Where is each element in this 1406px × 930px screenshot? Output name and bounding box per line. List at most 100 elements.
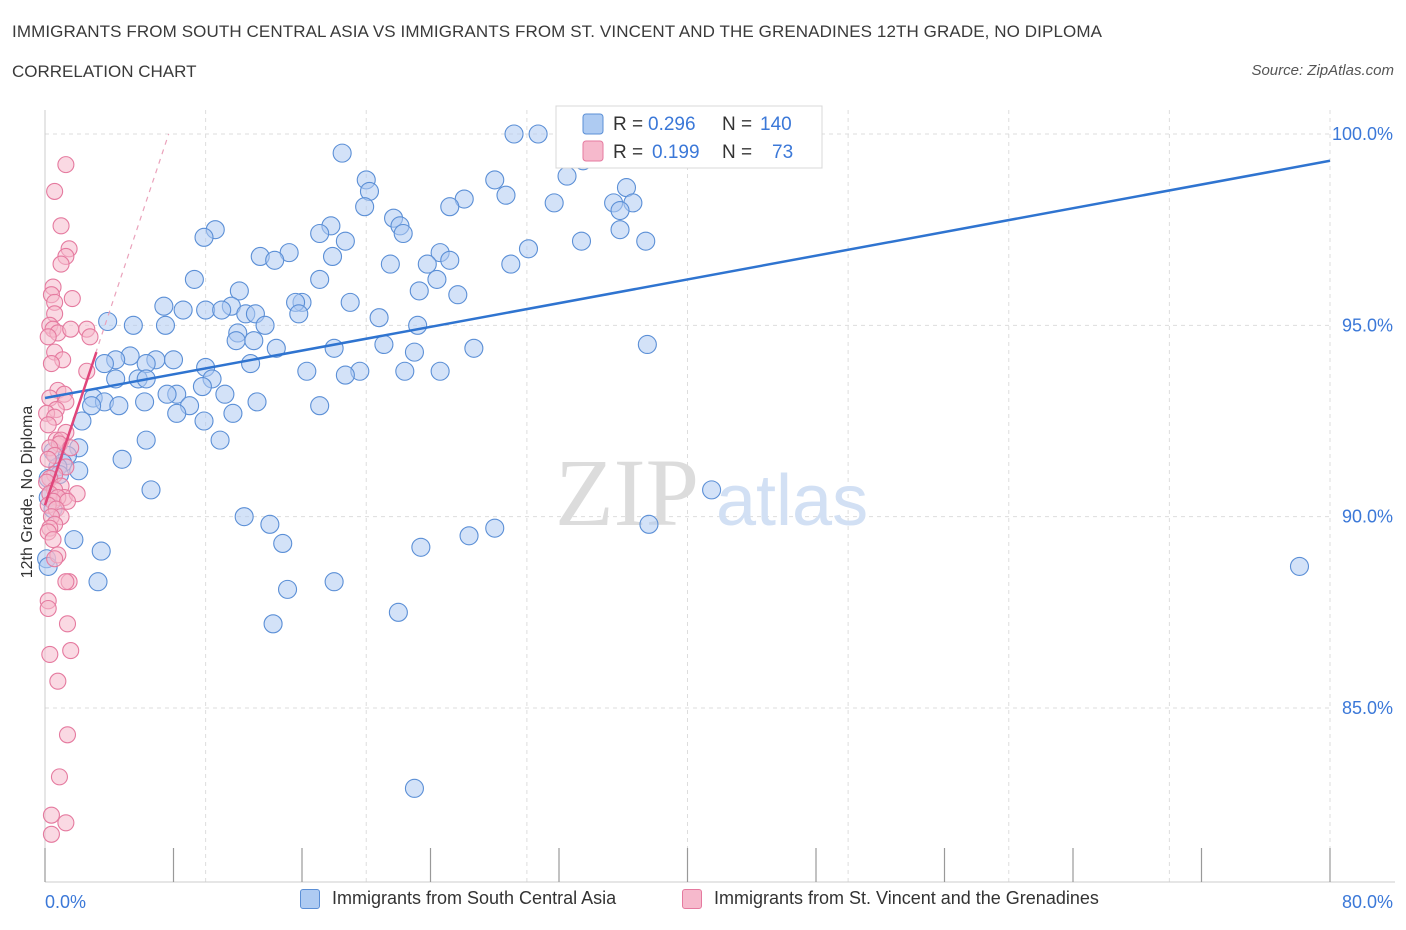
bottom-legend-item-2: Immigrants from St. Vincent and the Gren… — [682, 888, 1099, 909]
pink-point — [58, 615, 77, 633]
pink-point — [41, 645, 59, 663]
blue-point — [223, 403, 243, 423]
pink-point — [50, 768, 69, 786]
blue-point — [610, 220, 630, 240]
pink-point — [62, 320, 80, 338]
blue-point — [91, 541, 111, 561]
blue-point — [380, 254, 400, 274]
blue-point — [355, 197, 375, 217]
legend-n-label-2: N = — [722, 142, 752, 163]
pink-point — [42, 806, 60, 824]
blue-point — [141, 480, 161, 500]
blue-point — [485, 518, 505, 538]
blue-point — [247, 392, 267, 412]
blue-point — [324, 338, 344, 358]
blue-point — [430, 361, 450, 381]
blue-point — [123, 315, 143, 335]
legend-r-value-2: 0.199 — [652, 142, 700, 163]
blue-point — [64, 530, 84, 550]
blue-trend-line — [44, 159, 1331, 400]
blue-point — [544, 193, 564, 213]
legend-r-value-1: 0.296 — [648, 114, 696, 135]
pink-point — [42, 355, 60, 373]
pink-point — [42, 825, 60, 843]
bottom-legend-label-2: Immigrants from St. Vincent and the Gren… — [714, 888, 1099, 908]
blue-point — [194, 227, 214, 247]
blue-point — [571, 231, 592, 251]
blue-point — [411, 537, 431, 557]
blue-point — [167, 403, 187, 423]
blue-point — [229, 281, 249, 301]
blue-point — [501, 254, 521, 274]
chart-title: IMMIGRANTS FROM SOUTH CENTRAL ASIA VS IM… — [12, 22, 1103, 41]
blue-point — [459, 526, 479, 546]
blue-point — [310, 223, 330, 244]
blue-point — [255, 315, 275, 335]
legend-r-label-2: R = — [613, 142, 643, 163]
blue-point — [155, 315, 176, 335]
blue-point — [241, 354, 261, 374]
legend-swatch-blue — [582, 113, 604, 135]
blue-point — [639, 514, 659, 534]
blue-point — [244, 331, 264, 351]
blue-point — [226, 331, 246, 351]
blue-point — [82, 396, 102, 416]
blue-point — [192, 377, 212, 397]
blue-point — [340, 292, 360, 312]
blue-point — [210, 430, 230, 450]
pink-point — [46, 182, 64, 200]
blue-point — [1289, 556, 1310, 576]
blue-point — [636, 231, 656, 251]
blue-point — [496, 185, 516, 205]
blue-point — [409, 281, 429, 301]
blue-point — [194, 411, 214, 431]
pink-point — [57, 814, 75, 832]
blue-point — [518, 239, 539, 259]
axis-layer: 100.0% 95.0% 90.0% 85.0% 0.0% 80.0% — [44, 110, 1395, 912]
pink-point — [62, 642, 80, 660]
blue-point — [310, 269, 330, 289]
blue-point — [289, 304, 309, 324]
trend-layer — [43, 133, 1331, 506]
blue-point — [404, 342, 424, 362]
blue-point — [464, 338, 484, 358]
legend-swatch-pink-bottom — [682, 888, 702, 909]
blue-point — [417, 254, 437, 274]
blue-point — [157, 384, 177, 404]
blue-point — [136, 430, 156, 450]
blue-point — [273, 533, 293, 554]
bottom-legend: Immigrants from South Central Asia Immig… — [0, 888, 1406, 918]
blue-point — [404, 778, 424, 798]
blue-point — [88, 572, 108, 592]
x-tick-label-min: 0.0% — [45, 892, 86, 912]
blue-point — [297, 361, 317, 381]
blue-point — [173, 300, 193, 320]
pink-point — [39, 328, 57, 346]
blue-point — [335, 231, 355, 251]
blue-point — [112, 449, 132, 469]
blue-point — [440, 250, 460, 270]
blue-point — [94, 354, 114, 374]
pink-point — [49, 672, 67, 690]
blue-point — [485, 170, 505, 190]
blue-point — [637, 334, 657, 355]
blue-point — [395, 361, 415, 381]
blue-point — [528, 124, 548, 144]
blue-point — [212, 300, 232, 320]
blue-point — [369, 308, 389, 328]
y-tick-label: 90.0% — [1342, 507, 1393, 527]
pink-point — [57, 573, 75, 591]
blue-point — [310, 396, 330, 416]
blue-point — [266, 338, 286, 358]
blue-point — [163, 350, 184, 370]
pink-trend-line — [43, 351, 98, 506]
legend-swatch-pink — [582, 140, 604, 162]
pink-point — [44, 531, 62, 549]
blue-point — [98, 311, 118, 332]
blue-point — [335, 365, 355, 385]
blue-point — [184, 269, 204, 289]
y-tick-label: 100.0% — [1332, 124, 1393, 144]
blue-point — [610, 200, 630, 221]
blue-point — [448, 285, 468, 305]
